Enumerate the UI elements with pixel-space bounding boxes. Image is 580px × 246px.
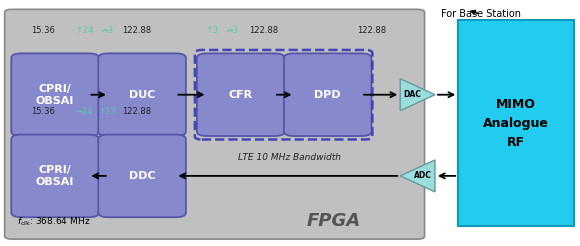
Text: ADC: ADC bbox=[414, 171, 432, 180]
FancyBboxPatch shape bbox=[5, 9, 425, 239]
FancyBboxPatch shape bbox=[458, 20, 574, 226]
Text: FPGA: FPGA bbox=[306, 212, 361, 231]
Text: 122.88: 122.88 bbox=[357, 26, 386, 35]
Text: DAC: DAC bbox=[404, 90, 421, 99]
FancyBboxPatch shape bbox=[99, 135, 186, 217]
Text: CFR: CFR bbox=[229, 90, 253, 100]
FancyBboxPatch shape bbox=[284, 53, 371, 136]
Text: ↛3: ↛3 bbox=[101, 26, 114, 35]
Text: ↛3: ↛3 bbox=[226, 26, 238, 35]
Text: For Base Station: For Base Station bbox=[441, 9, 521, 19]
Text: LTE 10 MHz Bandwidth: LTE 10 MHz Bandwidth bbox=[238, 153, 342, 162]
Text: $\mathit{f}_{\mathrm{clk}}$: 368.64 MHz: $\mathit{f}_{\mathrm{clk}}$: 368.64 MHz bbox=[17, 215, 91, 228]
Text: 122.88: 122.88 bbox=[249, 26, 278, 35]
Text: 122.88: 122.88 bbox=[122, 26, 151, 35]
Text: DPD: DPD bbox=[314, 90, 341, 100]
FancyBboxPatch shape bbox=[12, 135, 99, 217]
Text: ↛24: ↛24 bbox=[75, 108, 93, 116]
Polygon shape bbox=[400, 160, 435, 192]
FancyBboxPatch shape bbox=[99, 53, 186, 136]
Text: ↑3: ↑3 bbox=[205, 26, 218, 35]
FancyBboxPatch shape bbox=[12, 53, 99, 136]
Text: DUC: DUC bbox=[129, 90, 155, 100]
Text: DDC: DDC bbox=[129, 171, 155, 181]
Text: CPRI/
OBSAI: CPRI/ OBSAI bbox=[36, 165, 74, 187]
Text: 15.36: 15.36 bbox=[31, 26, 56, 35]
Text: 15.36: 15.36 bbox=[31, 108, 56, 116]
Text: ↑24: ↑24 bbox=[75, 26, 93, 35]
FancyBboxPatch shape bbox=[197, 53, 284, 136]
Text: ↑13: ↑13 bbox=[99, 108, 116, 116]
Text: CPRI/
OBSAI: CPRI/ OBSAI bbox=[36, 83, 74, 106]
Text: 122.88: 122.88 bbox=[122, 108, 151, 116]
Text: MIMO
Analogue
RF: MIMO Analogue RF bbox=[483, 97, 549, 149]
Polygon shape bbox=[400, 79, 435, 111]
